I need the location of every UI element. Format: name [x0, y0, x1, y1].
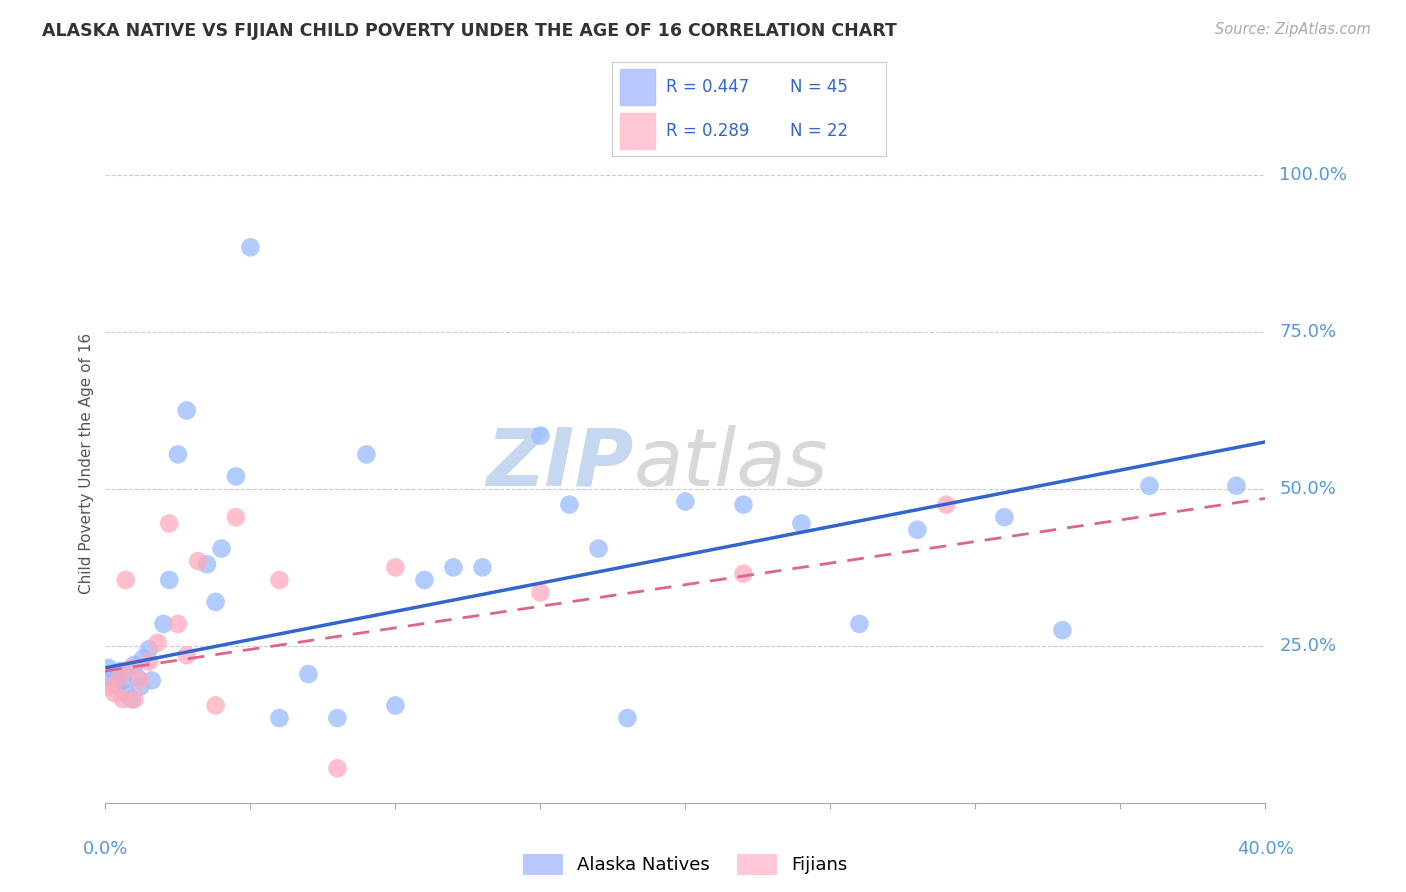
Text: N = 22: N = 22: [790, 122, 848, 140]
Text: N = 45: N = 45: [790, 78, 848, 95]
Point: [103, 686, 125, 700]
Point: [1052, 623, 1074, 637]
Text: 25.0%: 25.0%: [1279, 637, 1337, 655]
Text: 0.0%: 0.0%: [83, 840, 128, 858]
Point: [100, 670, 122, 684]
Point: [146, 636, 169, 650]
Point: [326, 711, 349, 725]
Point: [211, 541, 233, 556]
Legend: Alaska Natives, Fijians: Alaska Natives, Fijians: [516, 847, 855, 882]
Point: [356, 447, 378, 461]
Point: [529, 428, 551, 442]
Point: [616, 711, 638, 725]
Point: [384, 560, 406, 574]
Bar: [620, 69, 655, 104]
Point: [129, 673, 152, 688]
Point: [124, 692, 146, 706]
Point: [108, 664, 131, 678]
Y-axis label: Child Poverty Under the Age of 16: Child Poverty Under the Age of 16: [79, 334, 94, 594]
Point: [384, 698, 406, 713]
Point: [733, 566, 755, 581]
Point: [529, 585, 551, 599]
Point: [157, 573, 180, 587]
Point: [167, 447, 190, 461]
Point: [187, 554, 209, 568]
Point: [239, 240, 262, 254]
Point: [167, 616, 190, 631]
Point: [790, 516, 813, 531]
Point: [733, 498, 755, 512]
Point: [848, 616, 870, 631]
Text: 40.0%: 40.0%: [1237, 840, 1294, 858]
Point: [121, 661, 143, 675]
Point: [297, 667, 319, 681]
Text: atlas: atlas: [633, 425, 828, 503]
Point: [97, 661, 120, 675]
Point: [225, 510, 247, 524]
Point: [111, 692, 134, 706]
Point: [1225, 479, 1247, 493]
Point: [97, 680, 120, 694]
Point: [204, 698, 226, 713]
Point: [1137, 479, 1160, 493]
Point: [441, 560, 464, 574]
Point: [129, 680, 152, 694]
Point: [114, 573, 136, 587]
Point: [471, 560, 494, 574]
Point: [413, 573, 436, 587]
Bar: [620, 113, 655, 149]
Point: [225, 469, 247, 483]
Text: ZIP: ZIP: [486, 425, 633, 503]
Point: [124, 657, 146, 672]
Text: R = 0.289: R = 0.289: [666, 122, 749, 140]
Text: ALASKA NATIVE VS FIJIAN CHILD POVERTY UNDER THE AGE OF 16 CORRELATION CHART: ALASKA NATIVE VS FIJIAN CHILD POVERTY UN…: [42, 22, 897, 40]
Point: [269, 573, 291, 587]
Point: [111, 673, 134, 688]
Point: [935, 498, 957, 512]
Point: [118, 664, 141, 678]
Point: [103, 676, 125, 690]
Point: [269, 711, 291, 725]
Point: [152, 616, 174, 631]
Point: [176, 648, 198, 663]
Point: [195, 558, 218, 572]
Point: [132, 651, 155, 665]
Point: [993, 510, 1015, 524]
Point: [138, 655, 160, 669]
Point: [105, 680, 128, 694]
Text: R = 0.447: R = 0.447: [666, 78, 749, 95]
Point: [588, 541, 610, 556]
Text: 50.0%: 50.0%: [1279, 480, 1336, 498]
Point: [138, 642, 160, 657]
Point: [176, 403, 198, 417]
Point: [114, 686, 136, 700]
Point: [204, 595, 226, 609]
Point: [127, 670, 149, 684]
Point: [326, 761, 349, 775]
Text: 75.0%: 75.0%: [1279, 323, 1337, 341]
Point: [141, 673, 163, 688]
Point: [675, 494, 697, 508]
Text: Source: ZipAtlas.com: Source: ZipAtlas.com: [1215, 22, 1371, 37]
Point: [121, 692, 143, 706]
Point: [108, 670, 131, 684]
Point: [558, 498, 581, 512]
Point: [157, 516, 180, 531]
Text: 100.0%: 100.0%: [1279, 166, 1347, 184]
Point: [905, 523, 928, 537]
